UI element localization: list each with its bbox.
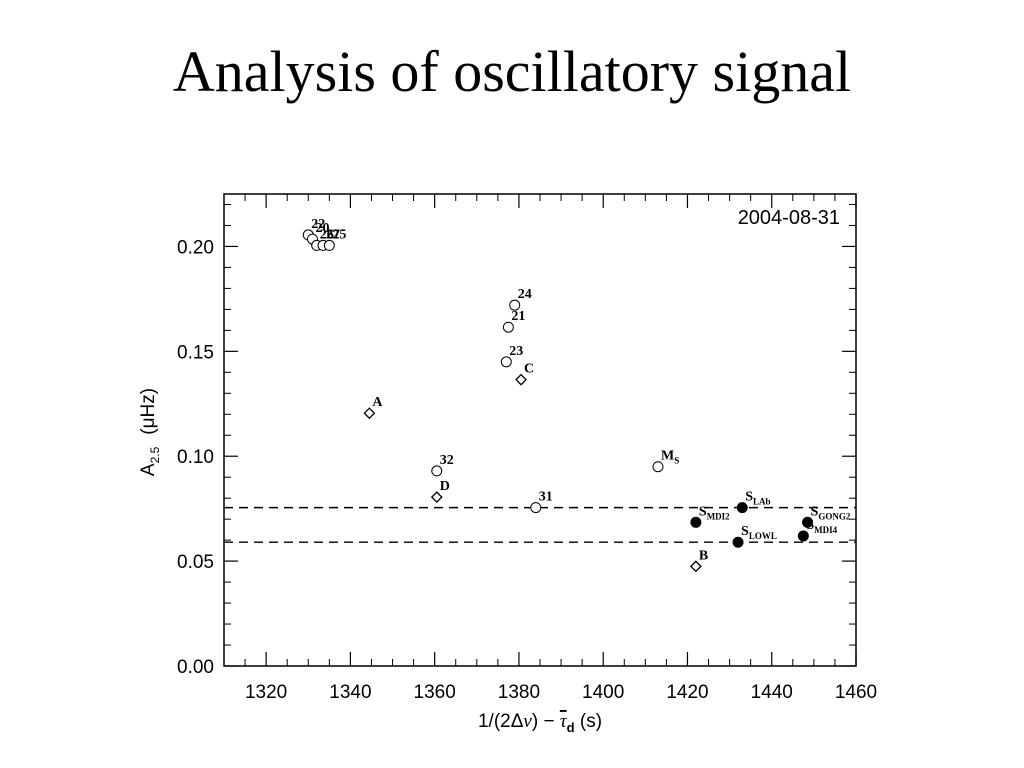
point-label-sub: S (674, 456, 679, 466)
point-label: 27 (326, 227, 340, 242)
point-label-sub: MDI2 (707, 511, 730, 521)
point-label-main: S (699, 504, 707, 519)
open-circle-point (323, 239, 335, 251)
y-tick-label: 0.05 (177, 552, 214, 573)
point-label-sub: GONG2 (818, 511, 851, 521)
y-axis-title-sub: 2.5 (148, 446, 162, 463)
open-circle-point (431, 465, 443, 477)
filled-circle-point (802, 516, 814, 528)
point-label: SMDI4 (806, 518, 837, 535)
open-circle-point (502, 321, 514, 333)
point-label: SGONG2 (811, 504, 851, 521)
point-label: 31 (539, 490, 553, 505)
x-axis-title-pre: 1/(2Δ (478, 711, 524, 732)
open-circle-point (652, 461, 664, 473)
open-diamond-point (515, 373, 527, 386)
point-label: 20 (315, 221, 329, 236)
x-tick-label: 1460 (835, 682, 877, 703)
point-label-sub: LOWL (749, 531, 777, 541)
x-axis-title-tau: τ (560, 711, 568, 732)
point-label: SLAb (745, 490, 770, 507)
point-label: 23 (509, 344, 523, 359)
point-label: 26 (320, 227, 334, 242)
point-label-main: 20 (315, 221, 329, 236)
point-label: 22 (311, 217, 325, 232)
open-diamond-point (430, 491, 443, 504)
point-label-main: S (811, 504, 819, 519)
slide-title: Analysis of oscillatory signal (172, 39, 852, 104)
point-label: 24 (518, 287, 532, 302)
point-label: 21 (511, 309, 525, 324)
point-label-main: 23 (509, 344, 523, 359)
x-tick-label: 1420 (666, 682, 708, 703)
point-label: SMDI2 (699, 504, 730, 521)
point-label-main: S (806, 518, 814, 533)
y-axis-title-unit: (μHz) (138, 388, 159, 435)
x-axis-title-nu: ν (523, 711, 532, 732)
point-label-main: M (661, 449, 674, 464)
x-tick-label: 1400 (582, 682, 624, 703)
point-label-main: B (699, 548, 708, 563)
point-label-main: C (524, 362, 534, 377)
y-axis-title: A2.5 (μHz) (138, 388, 162, 476)
x-axis-title: 1/(2Δν) − τd (s) (478, 711, 602, 735)
filled-circle-point (690, 516, 702, 528)
point-label: MS (661, 449, 679, 466)
plot-frame (223, 193, 857, 667)
y-tick-label: 0.20 (177, 237, 214, 258)
x-tick-label: 1360 (414, 682, 456, 703)
point-label-main: A (372, 395, 383, 410)
open-circle-point (500, 356, 512, 368)
x-tick-label: 1380 (498, 682, 540, 703)
point-label-main: S (745, 490, 753, 505)
open-circle-point (530, 502, 542, 514)
y-axis-title-base: A (138, 463, 159, 476)
x-axis-title-mid: ) − (532, 711, 560, 732)
x-axis-title-sub: d (567, 720, 575, 735)
open-diamond-point (363, 407, 376, 420)
y-tick-label: 0.15 (177, 342, 214, 363)
point-label-sub: LAb (753, 497, 771, 507)
point-label-sub: MDI4 (814, 525, 837, 535)
filled-circle-point (736, 502, 748, 514)
point-label: A (372, 395, 383, 410)
point-label-main: D (440, 479, 450, 494)
point-label-main: 27 (326, 227, 340, 242)
point-label: D (440, 479, 450, 494)
point-label: 25 (332, 227, 346, 242)
point-label: C (524, 362, 534, 377)
y-tick-label: 0.00 (177, 657, 214, 678)
point-label-main: 25 (332, 227, 346, 242)
point-label-main: 21 (511, 309, 525, 324)
point-label: SLOWL (741, 524, 777, 541)
x-tick-label: 1320 (245, 682, 287, 703)
x-axis-title-post: (s) (575, 711, 602, 732)
y-tick-label: 0.10 (177, 447, 214, 468)
point-label-main: 24 (518, 287, 532, 302)
filled-circle-point (797, 530, 809, 542)
point-label-main: 32 (440, 453, 454, 468)
point-label: 32 (440, 453, 454, 468)
point-label-main: 26 (320, 227, 334, 242)
open-circle-point (509, 299, 521, 311)
point-label: B (699, 548, 708, 563)
date-annotation: 2004-08-31 (738, 207, 840, 229)
filled-circle-point (732, 536, 744, 548)
x-tick-label: 1440 (751, 682, 793, 703)
point-label-main: S (741, 524, 749, 539)
open-diamond-point (689, 560, 702, 573)
x-tick-label: 1340 (329, 682, 371, 703)
point-label-main: 22 (311, 217, 325, 232)
point-label-main: 31 (539, 490, 553, 505)
